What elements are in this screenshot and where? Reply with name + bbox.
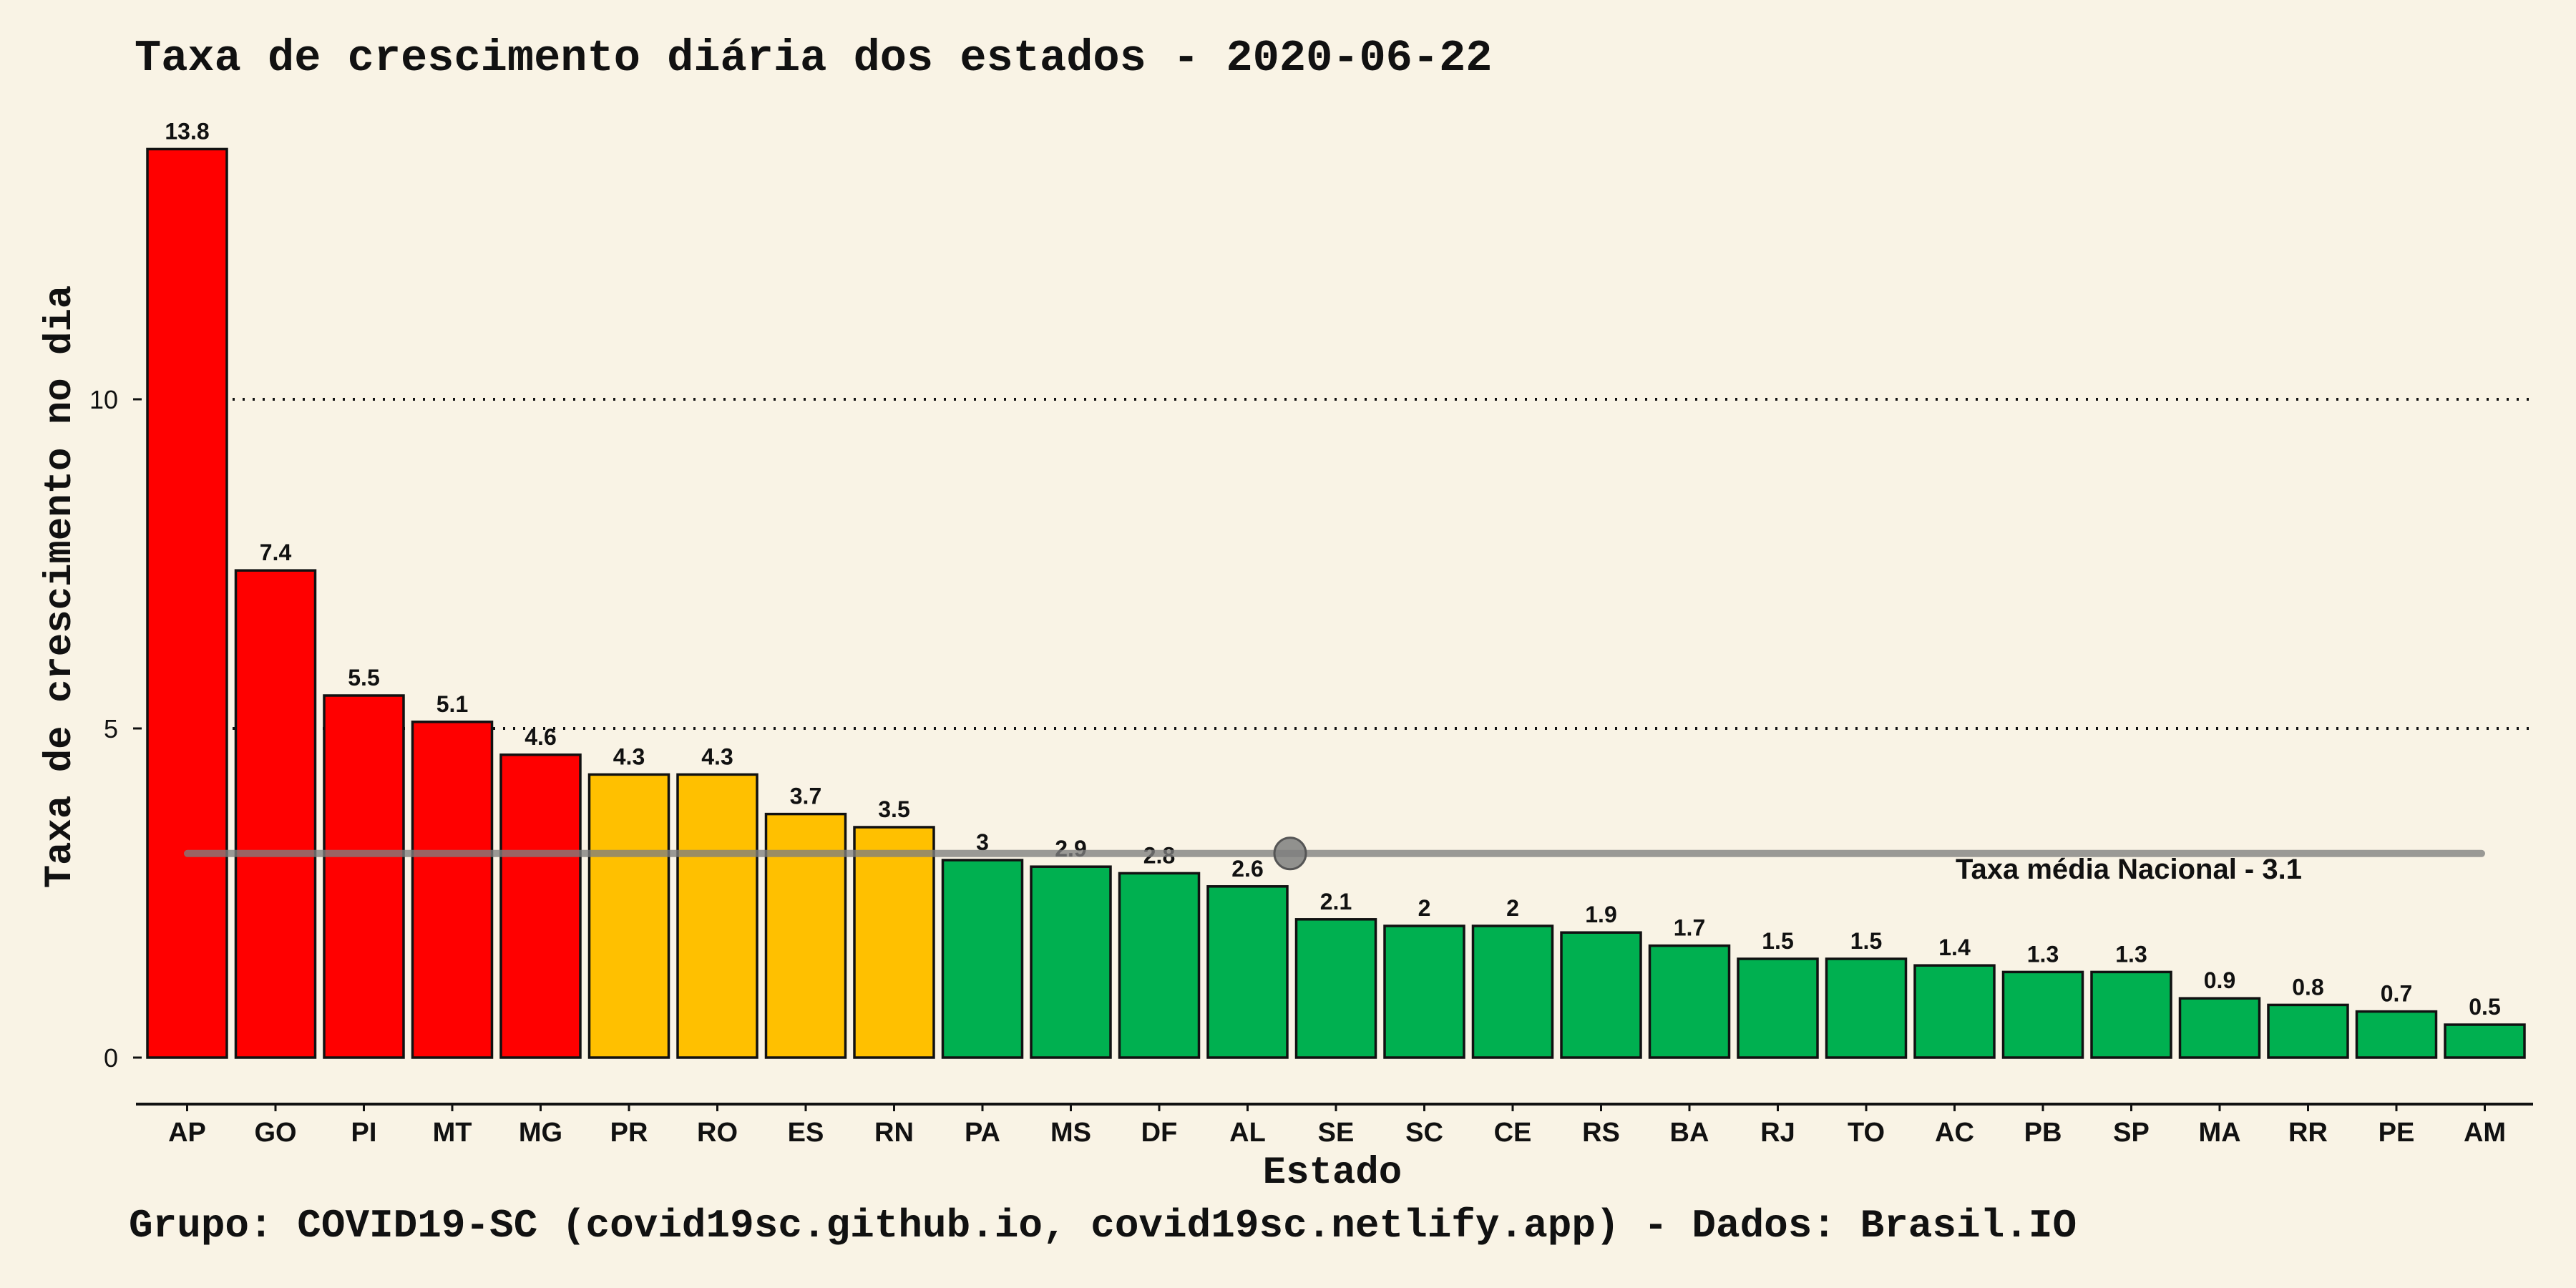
data-labels: 13.87.45.55.14.64.34.33.73.532.92.82.62.… <box>165 118 2500 1020</box>
x-tick-label: MA <box>2198 1118 2240 1148</box>
x-tick-label: AC <box>1935 1118 1974 1148</box>
bar-df <box>1118 872 1201 1059</box>
data-label: 3.7 <box>790 784 821 809</box>
data-label: 2.6 <box>1231 856 1263 882</box>
y-tick-label: 10 <box>89 385 118 414</box>
x-tick-label: AP <box>168 1118 206 1148</box>
bars <box>146 147 2526 1059</box>
data-label: 4.6 <box>525 724 556 750</box>
bar-ba <box>1648 944 1731 1059</box>
x-tick-label: TO <box>1848 1118 1885 1148</box>
bar-rs <box>1560 931 1642 1059</box>
x-tick-label: RJ <box>1760 1118 1795 1148</box>
bar-pb <box>2001 970 2084 1059</box>
x-tick-label: PI <box>351 1118 377 1148</box>
x-tick-label: ES <box>788 1118 824 1148</box>
data-label: 1.9 <box>1585 902 1616 927</box>
data-label: 0.8 <box>2292 974 2323 1000</box>
x-tick-label: GO <box>254 1118 296 1148</box>
x-tick-label: MT <box>433 1118 472 1148</box>
bar-am <box>2444 1023 2526 1059</box>
bar-ma <box>2178 997 2261 1059</box>
bar-al <box>1206 885 1289 1059</box>
data-label: 0.9 <box>2204 967 2235 993</box>
bar-pa <box>941 859 1024 1059</box>
data-label: 7.4 <box>260 540 292 565</box>
x-tick-label: SE <box>1318 1118 1355 1148</box>
data-label: 1.7 <box>1674 915 1705 941</box>
bar-pe <box>2355 1010 2438 1059</box>
bar-go <box>234 569 317 1059</box>
x-tick-label: SP <box>2113 1118 2150 1148</box>
x-tick-label: BA <box>1670 1118 1709 1148</box>
data-label: 5.1 <box>436 691 468 717</box>
x-tick-label: MS <box>1050 1118 1091 1148</box>
x-tick-label: AM <box>2464 1118 2506 1148</box>
bar-rn <box>853 826 935 1059</box>
bar-rr <box>2267 1003 2349 1059</box>
x-tick-label: CE <box>1494 1118 1532 1148</box>
average-marker <box>1273 836 1307 871</box>
x-tick-label: RN <box>874 1118 914 1148</box>
data-label: 1.3 <box>2115 941 2147 967</box>
data-label: 1.4 <box>1938 935 1971 960</box>
data-label: 1.5 <box>1762 928 1793 954</box>
data-label: 1.3 <box>2027 941 2059 967</box>
data-label: 5.5 <box>348 665 379 691</box>
x-tick-label: SC <box>1405 1118 1443 1148</box>
data-label: 0.5 <box>2469 994 2500 1020</box>
data-label: 2.9 <box>1055 836 1086 862</box>
y-tick-label: 0 <box>104 1043 118 1073</box>
x-tick-label: AL <box>1229 1118 1266 1148</box>
bar-pr <box>587 773 670 1059</box>
y-tick-label: 5 <box>104 714 118 743</box>
bar-to <box>1825 957 1908 1059</box>
y-axis-title: Taxa de crescimento no dia <box>39 286 82 889</box>
x-tick-label: PA <box>965 1118 1000 1148</box>
bar-se <box>1294 918 1377 1059</box>
bar-mt <box>411 721 494 1059</box>
data-label: 0.7 <box>2381 981 2412 1007</box>
data-label: 2 <box>1418 895 1431 921</box>
data-label: 13.8 <box>165 118 209 144</box>
bar-mg <box>499 753 582 1059</box>
x-tick-label: MG <box>519 1118 562 1148</box>
x-axis: AP GO PI MT MG PR RO ES RN PA MS DF AL SE SC CE RS BA RJ TO… <box>136 1103 2533 1148</box>
grid-lines <box>233 398 2529 730</box>
bar-ac <box>1913 964 1996 1059</box>
reference-line-group: Taxa média Nacional - 3.1 <box>184 836 2485 885</box>
bar-ms <box>1030 865 1112 1059</box>
bar-rj <box>1737 957 1819 1059</box>
x-tick-label: DF <box>1141 1118 1178 1148</box>
data-label: 3 <box>976 829 989 855</box>
x-tick-label: PR <box>610 1118 648 1148</box>
data-label: 4.3 <box>613 743 645 769</box>
bar-ap <box>146 147 228 1059</box>
average-label: Taxa média Nacional - 3.1 <box>1956 854 2302 885</box>
data-label: 2 <box>1506 895 1519 921</box>
bar-pi <box>323 694 405 1059</box>
data-label: 3.5 <box>878 796 909 822</box>
data-label: 1.5 <box>1850 928 1882 954</box>
bar-sp <box>2090 970 2172 1059</box>
y-axis: 0 5 10 <box>89 385 142 1073</box>
x-tick-label: RR <box>2288 1118 2328 1148</box>
chart-title: Taxa de crescimento diária dos estados -… <box>135 33 1493 84</box>
bar-ce <box>1471 924 1554 1059</box>
data-label: 2.1 <box>1320 889 1352 914</box>
x-axis-title: Estado <box>1263 1151 1402 1195</box>
x-tick-label: RS <box>1582 1118 1620 1148</box>
x-tick-label: PB <box>2024 1118 2062 1148</box>
x-tick-label: RO <box>697 1118 738 1148</box>
bar-ro <box>676 773 758 1059</box>
bar-sc <box>1383 924 1465 1059</box>
data-label: 4.3 <box>701 743 733 769</box>
caption: Grupo: COVID19-SC (covid19sc.github.io, … <box>129 1203 2077 1249</box>
x-tick-label: PE <box>2379 1118 2415 1148</box>
